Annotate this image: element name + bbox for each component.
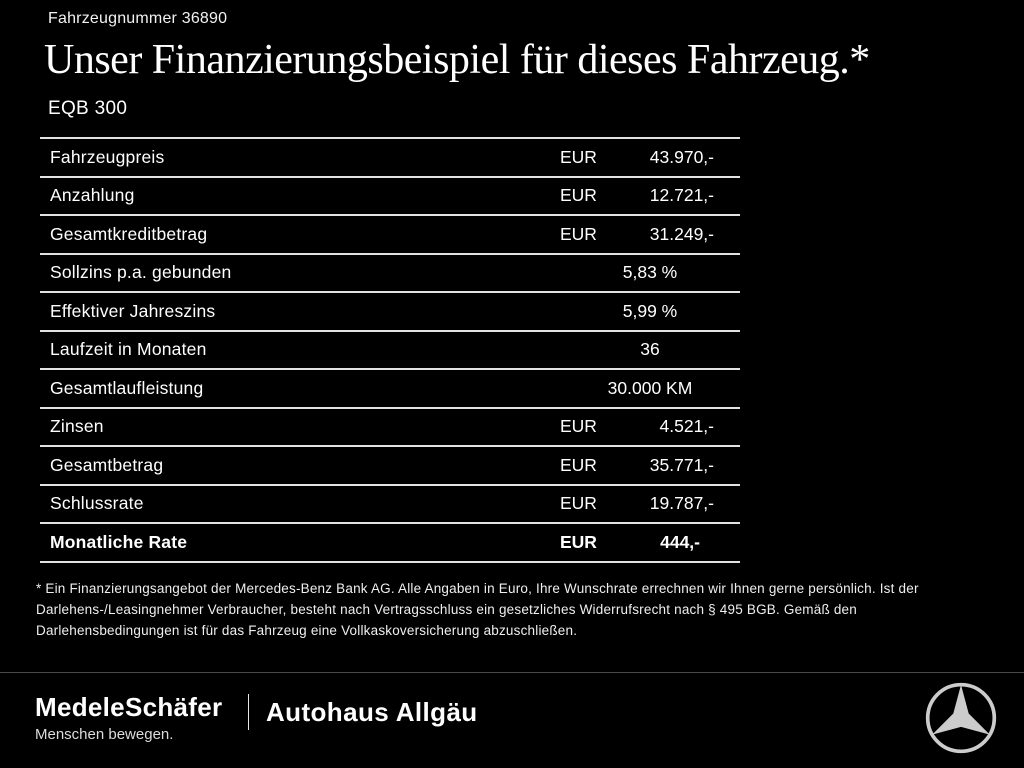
row-label: Gesamtbetrag <box>50 454 164 475</box>
table-row: Gesamtlaufleistung 30.000 KM <box>40 370 740 409</box>
vehicle-model: EQB 300 <box>48 98 128 119</box>
vehicle-number: Fahrzeugnummer 36890 <box>48 10 228 27</box>
row-value: 31.249,- <box>649 223 714 244</box>
row-currency: EUR <box>560 223 597 244</box>
row-label: Gesamtkreditbetrag <box>50 223 208 244</box>
table-row: Fahrzeugpreis EUR 43.970,- <box>40 139 740 178</box>
table-row: Gesamtbetrag EUR 35.771,- <box>40 447 740 486</box>
row-value: 36 <box>640 339 660 360</box>
table-row: Schlussrate EUR 19.787,- <box>40 486 740 524</box>
table-row: Laufzeit in Monaten 36 <box>40 332 740 370</box>
footer-divider <box>0 672 1024 673</box>
table-row: Gesamtkreditbetrag EUR 31.249,- <box>40 216 740 255</box>
row-value: 12.721,- <box>649 185 714 206</box>
row-value: 5,83 % <box>622 262 678 283</box>
row-label: Monatliche Rate <box>50 531 188 552</box>
mercedes-star-icon <box>925 682 997 754</box>
row-value: 5,99 % <box>622 300 678 321</box>
row-value: 43.970,- <box>649 146 714 167</box>
row-value: 30.000 KM <box>607 377 693 398</box>
row-currency: EUR <box>560 493 597 514</box>
legal-footnote: * Ein Finanzierungsangebot der Mercedes-… <box>36 581 919 638</box>
row-label: Effektiver Jahreszins <box>50 300 216 321</box>
table-row: Effektiver Jahreszins 5,99 % <box>40 293 740 332</box>
row-currency: EUR <box>560 531 597 552</box>
row-label: Fahrzeugpreis <box>50 146 165 167</box>
row-value: 19.787,- <box>649 493 714 514</box>
financing-table: Fahrzeugpreis EUR 43.970,- Anzahlung EUR… <box>40 137 740 563</box>
row-currency: EUR <box>560 185 597 206</box>
table-row: Sollzins p.a. gebunden 5,83 % <box>40 255 740 293</box>
row-value: 444,- <box>660 531 700 552</box>
row-label: Zinsen <box>50 416 104 437</box>
row-label: Sollzins p.a. gebunden <box>50 262 232 283</box>
table-row-monthly-rate: Monatliche Rate EUR 444,- <box>40 524 740 563</box>
page-title: Unser Finanzierungsbeispiel für dieses F… <box>44 37 870 83</box>
row-label: Schlussrate <box>50 493 144 514</box>
footer-vertical-divider <box>248 694 249 730</box>
table-row: Anzahlung EUR 12.721,- <box>40 178 740 216</box>
dealer-tagline: Menschen bewegen. <box>35 726 174 743</box>
row-currency: EUR <box>560 146 597 167</box>
dealer-secondary-name: Autohaus Allgäu <box>266 697 478 727</box>
row-currency: EUR <box>560 416 597 437</box>
row-label: Laufzeit in Monaten <box>50 339 207 360</box>
row-currency: EUR <box>560 454 597 475</box>
row-value: 4.521,- <box>659 416 714 437</box>
dealer-name: MedeleSchäfer <box>35 692 223 722</box>
row-value: 35.771,- <box>649 454 714 475</box>
row-label: Anzahlung <box>50 185 135 206</box>
dealer-logo-block: MedeleSchäfer Menschen bewegen. <box>35 692 222 743</box>
row-label: Gesamtlaufleistung <box>50 377 204 398</box>
table-row: Zinsen EUR 4.521,- <box>40 409 740 447</box>
